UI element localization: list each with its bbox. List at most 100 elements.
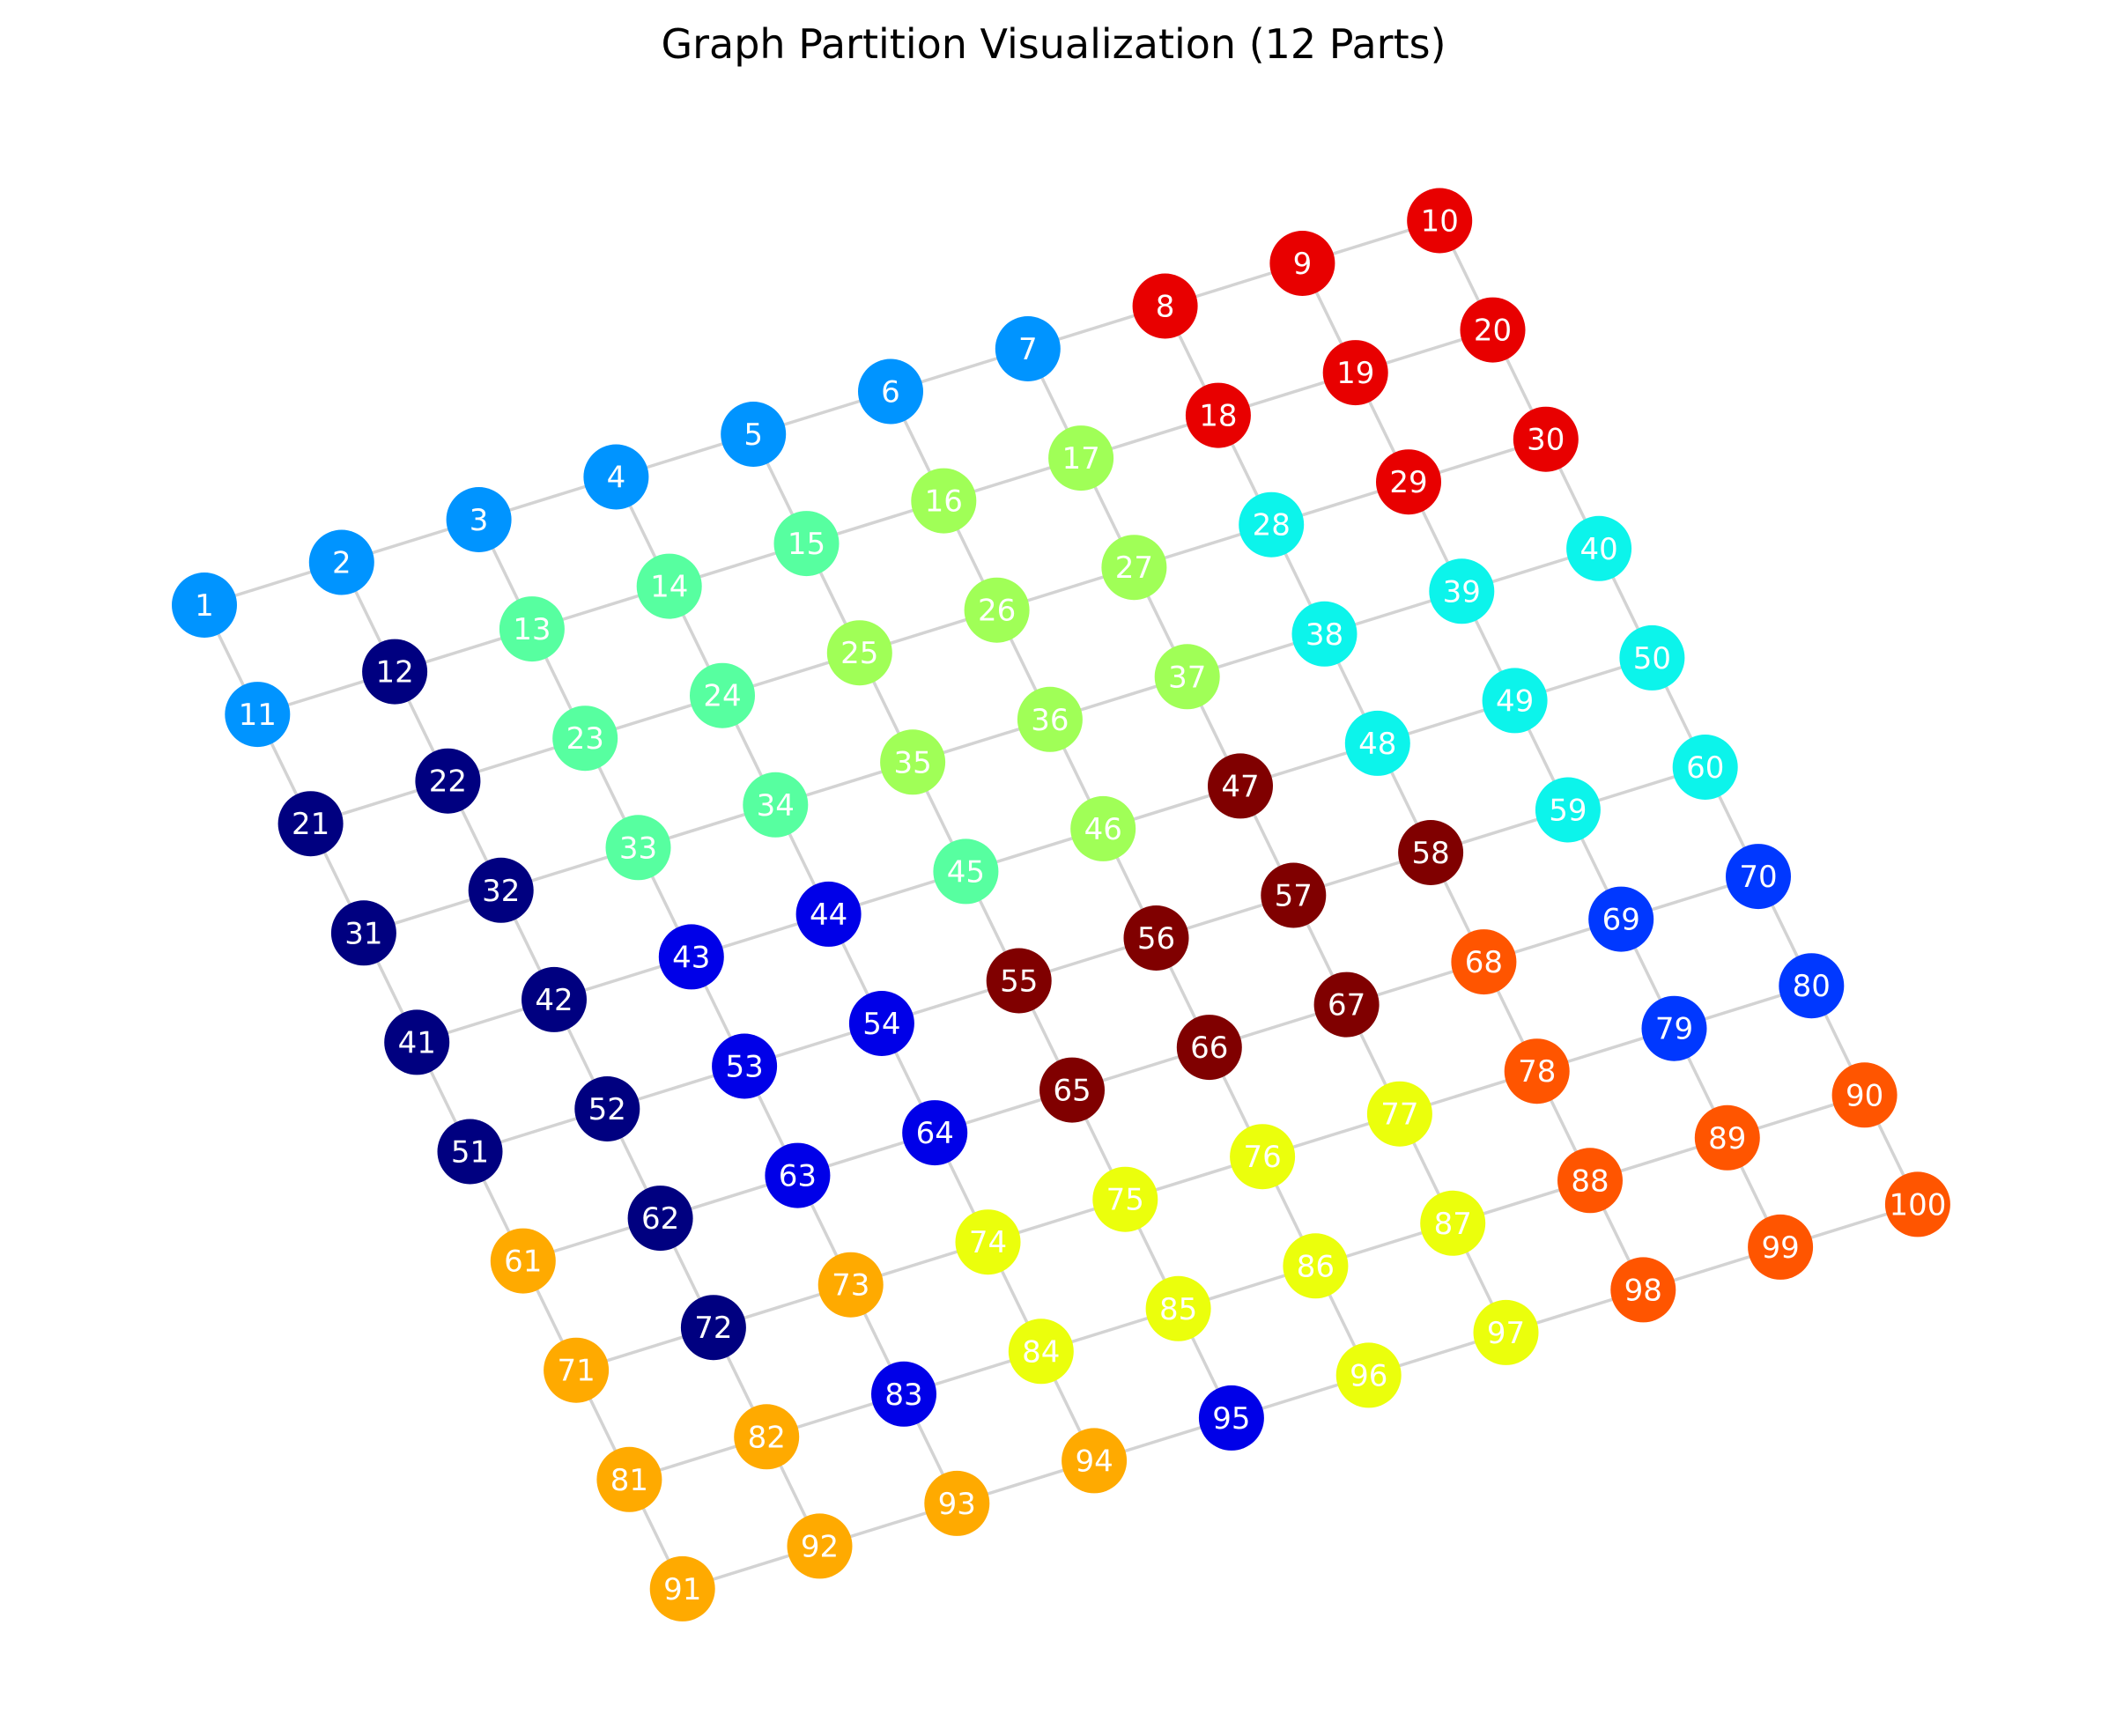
node-circle bbox=[1366, 1081, 1432, 1147]
node-label: 51 bbox=[451, 1135, 489, 1171]
node-label: 50 bbox=[1633, 641, 1671, 676]
node-label: 55 bbox=[1000, 964, 1038, 1000]
node-circle bbox=[933, 838, 999, 905]
node-label: 93 bbox=[938, 1487, 976, 1522]
node-circle bbox=[1132, 273, 1198, 339]
node-9: 9 bbox=[1269, 231, 1335, 296]
node-circle bbox=[1145, 1275, 1211, 1341]
node-96: 96 bbox=[1335, 1342, 1402, 1408]
node-label: 19 bbox=[1336, 356, 1374, 391]
node-label: 32 bbox=[482, 874, 520, 909]
node-label: 89 bbox=[1708, 1121, 1746, 1156]
node-88: 88 bbox=[1557, 1148, 1623, 1214]
node-label: 4 bbox=[607, 461, 626, 496]
node-circle bbox=[362, 639, 428, 705]
node-100: 100 bbox=[1884, 1171, 1950, 1237]
node-49: 49 bbox=[1482, 668, 1548, 734]
node-circle bbox=[1092, 1166, 1158, 1232]
node-46: 46 bbox=[1070, 795, 1136, 861]
node-circle bbox=[574, 1076, 640, 1141]
figure-title: Graph Partition Visualization (12 Parts) bbox=[661, 20, 1446, 68]
node-93: 93 bbox=[924, 1470, 990, 1536]
node-circle bbox=[596, 1446, 662, 1512]
node-label: 45 bbox=[947, 854, 985, 890]
node-16: 16 bbox=[911, 468, 977, 534]
node-79: 79 bbox=[1641, 995, 1707, 1061]
node-56: 56 bbox=[1123, 905, 1189, 971]
node-55: 55 bbox=[986, 948, 1052, 1014]
node-label: 54 bbox=[862, 1007, 900, 1042]
node-35: 35 bbox=[880, 729, 946, 795]
node-label: 48 bbox=[1358, 727, 1396, 762]
node-label: 100 bbox=[1889, 1187, 1946, 1223]
node-circle bbox=[721, 402, 787, 467]
node-81: 81 bbox=[596, 1446, 662, 1512]
node-circle bbox=[986, 948, 1052, 1014]
node-label: 67 bbox=[1328, 988, 1365, 1023]
node-circle bbox=[1504, 1038, 1570, 1104]
node-label: 68 bbox=[1465, 945, 1503, 980]
node-circle bbox=[1451, 929, 1517, 995]
node-80: 80 bbox=[1779, 953, 1845, 1019]
node-label: 15 bbox=[788, 527, 825, 562]
node-circle bbox=[649, 1555, 715, 1621]
node-label: 39 bbox=[1443, 574, 1481, 609]
node-2: 2 bbox=[308, 529, 374, 595]
node-label: 64 bbox=[916, 1116, 954, 1151]
node-75: 75 bbox=[1092, 1166, 1158, 1232]
node-34: 34 bbox=[743, 772, 809, 838]
node-83: 83 bbox=[871, 1361, 936, 1427]
node-62: 62 bbox=[627, 1186, 693, 1252]
node-label: 31 bbox=[344, 916, 382, 951]
node-circle bbox=[446, 487, 512, 552]
node-label: 49 bbox=[1496, 683, 1534, 719]
node-label: 42 bbox=[535, 983, 573, 1018]
node-label: 60 bbox=[1686, 750, 1724, 786]
node-label: 17 bbox=[1062, 441, 1099, 476]
node-label: 94 bbox=[1075, 1444, 1113, 1479]
node-label: 1 bbox=[195, 588, 214, 624]
node-circle bbox=[172, 573, 237, 638]
node-label: 26 bbox=[978, 594, 1016, 629]
node-label: 8 bbox=[1156, 290, 1175, 325]
node-label: 77 bbox=[1380, 1097, 1418, 1133]
node-74: 74 bbox=[955, 1209, 1021, 1275]
node-circle bbox=[1344, 710, 1410, 776]
node-circle bbox=[1313, 971, 1380, 1038]
node-label: 16 bbox=[925, 484, 963, 520]
node-circle bbox=[1566, 515, 1632, 581]
node-circle bbox=[1239, 491, 1305, 558]
node-label: 20 bbox=[1474, 314, 1512, 349]
node-circle bbox=[627, 1186, 693, 1252]
node-label: 10 bbox=[1421, 204, 1459, 240]
node-circle bbox=[826, 620, 892, 686]
node-87: 87 bbox=[1420, 1190, 1486, 1256]
node-circle bbox=[858, 358, 923, 425]
node-circle bbox=[1008, 1319, 1074, 1385]
node-circle bbox=[468, 857, 534, 923]
node-92: 92 bbox=[787, 1513, 853, 1579]
node-32: 32 bbox=[468, 857, 534, 923]
node-label: 52 bbox=[588, 1092, 626, 1127]
node-41: 41 bbox=[384, 1009, 450, 1075]
node-label: 29 bbox=[1389, 465, 1427, 500]
node-11: 11 bbox=[225, 682, 291, 748]
node-circle bbox=[225, 682, 291, 748]
node-label: 2 bbox=[332, 546, 351, 581]
node-circle bbox=[1101, 535, 1167, 601]
node-label: 86 bbox=[1297, 1249, 1335, 1284]
node-label: 33 bbox=[619, 831, 657, 866]
node-circle bbox=[690, 662, 755, 728]
node-circle bbox=[734, 1404, 800, 1470]
node-27: 27 bbox=[1101, 535, 1167, 601]
node-label: 35 bbox=[893, 745, 931, 780]
node-circle bbox=[1473, 1299, 1539, 1365]
node-circle bbox=[1062, 1428, 1128, 1494]
node-circle bbox=[658, 924, 724, 990]
node-circle bbox=[1185, 382, 1251, 448]
node-circle bbox=[817, 1252, 884, 1318]
node-42: 42 bbox=[522, 966, 587, 1032]
node-circle bbox=[795, 881, 862, 947]
node-circle bbox=[1154, 644, 1220, 710]
node-label: 3 bbox=[470, 503, 489, 538]
